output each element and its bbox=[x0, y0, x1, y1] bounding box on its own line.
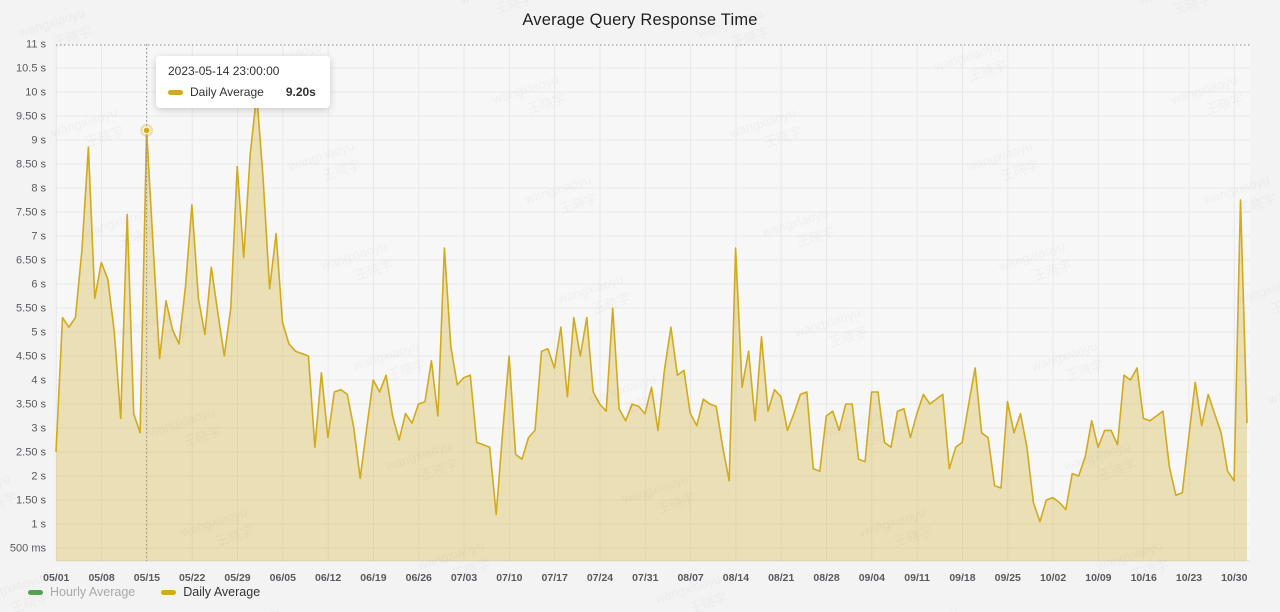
legend-item-hourly-average[interactable]: Hourly Average bbox=[28, 585, 135, 599]
tooltip: 2023-05-14 23:00:00 Daily Average 9.20s bbox=[156, 56, 330, 108]
legend-label-hourly: Hourly Average bbox=[50, 585, 136, 599]
legend: Hourly Average Daily Average bbox=[28, 585, 260, 599]
daily-series-marker-icon bbox=[161, 589, 177, 595]
tooltip-timestamp: 2023-05-14 23:00:00 bbox=[168, 64, 280, 78]
hourly-series-marker-icon bbox=[28, 589, 43, 595]
legend-label-daily: Daily Average bbox=[183, 585, 261, 599]
tooltip-series-label: Daily Average bbox=[190, 85, 264, 99]
tooltip-value: 9.20s bbox=[285, 85, 316, 99]
legend-item-daily-average[interactable]: Daily Average bbox=[161, 585, 260, 599]
daily-series-marker-icon bbox=[168, 89, 183, 95]
